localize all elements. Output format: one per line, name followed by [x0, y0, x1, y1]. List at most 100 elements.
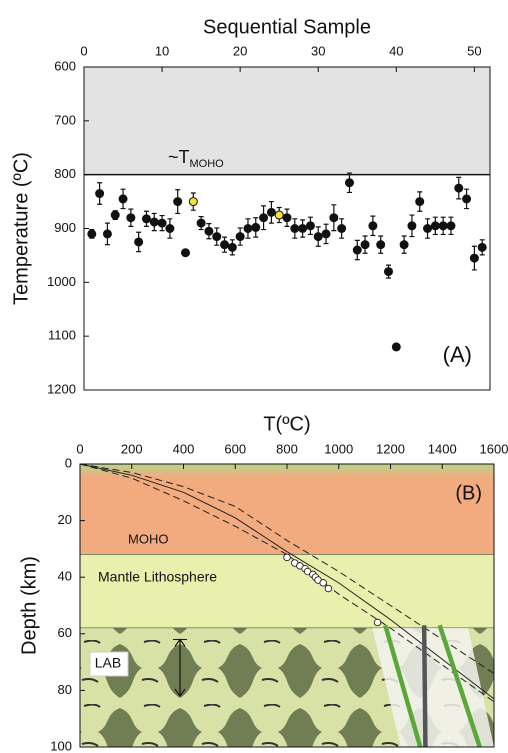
y-tick-label: 1000: [47, 274, 76, 289]
x-tick-label: 1600: [480, 441, 508, 456]
y-tick-label: 1100: [48, 328, 76, 343]
data-point: [321, 229, 331, 239]
x-tick-label: 50: [467, 43, 481, 58]
data-point: [134, 237, 144, 247]
x-tick-label: 0: [80, 43, 87, 58]
data-point: [415, 197, 425, 207]
x-tick-label: 1000: [324, 441, 353, 456]
x-tick-label: 1400: [428, 441, 457, 456]
data-point: [266, 207, 276, 217]
x-tick-label: 1200: [376, 441, 405, 456]
data-point: [438, 221, 448, 231]
data-point: [352, 245, 362, 255]
adiabat-zone: [372, 628, 494, 747]
data-point: [102, 229, 112, 239]
y-tick-label: 20: [58, 512, 72, 527]
data-point: [235, 232, 245, 242]
x-tick-label: 200: [121, 441, 143, 456]
data-point: [305, 221, 315, 231]
y-tick-label: 700: [54, 112, 76, 127]
data-point: [391, 342, 401, 352]
annotation-main: ~T: [168, 147, 190, 167]
data-point: [283, 553, 291, 562]
x-tick-label: 800: [276, 441, 298, 456]
data-point: [446, 221, 456, 231]
y-tick-label: 40: [58, 569, 72, 584]
adiabat: [437, 624, 482, 748]
y-tick-label: 900: [54, 220, 76, 235]
data-point: [212, 232, 222, 242]
data-point: [298, 224, 308, 233]
data-point: [196, 218, 206, 228]
x-axis-title: T(ºC): [263, 413, 310, 435]
panel-label: (B): [455, 482, 482, 504]
layer: [80, 464, 494, 555]
data-point: [243, 224, 253, 233]
y-tick-label: 1200: [47, 381, 76, 396]
data-point: [274, 210, 284, 220]
annotation: ~TMOHO: [168, 147, 224, 170]
data-point: [462, 194, 472, 204]
layer-label: MOHO: [128, 531, 168, 546]
x-tick-label: 20: [233, 43, 247, 58]
data-point: [141, 214, 151, 224]
data-point: [337, 224, 347, 233]
data-point: [376, 240, 386, 250]
data-point: [204, 226, 214, 236]
data-point: [110, 210, 120, 220]
label-box: [89, 651, 129, 677]
data-point: [319, 579, 327, 587]
panel-label: (A): [443, 342, 472, 367]
x-tick-label: 400: [173, 441, 195, 456]
x-tick-label: 30: [311, 43, 325, 58]
y-tick-label: 800: [54, 166, 76, 181]
data-point: [313, 232, 323, 242]
data-point: [87, 229, 97, 239]
data-point: [477, 242, 487, 252]
data-point: [430, 221, 440, 231]
data-point: [251, 222, 261, 232]
adiabat: [383, 624, 423, 748]
adiabat: [421, 625, 428, 748]
data-point: [324, 584, 333, 593]
y-axis-title: Depth (km): [18, 556, 40, 655]
data-point: [344, 178, 354, 188]
data-point: [407, 221, 417, 231]
layer: [80, 554, 494, 629]
data-point: [95, 189, 105, 199]
x-tick-label: 0: [76, 441, 83, 456]
data-point: [290, 224, 300, 233]
data-point: [165, 224, 175, 233]
data-point: [360, 240, 370, 250]
y-tick-label: 600: [54, 58, 76, 73]
data-point: [157, 218, 167, 228]
y-tick-label: 80: [58, 682, 72, 697]
data-point: [329, 213, 339, 223]
data-point: [118, 194, 128, 204]
data-point: [188, 197, 198, 207]
data-point: [173, 197, 183, 207]
x-axis-title: Sequential Sample: [203, 16, 371, 38]
data-point: [126, 213, 136, 223]
y-axis-title: Temperature (ºC): [10, 152, 32, 305]
layer-label: LAB: [95, 655, 121, 671]
data-point: [259, 213, 269, 223]
x-tick-label: 10: [155, 43, 169, 58]
data-point: [454, 183, 464, 193]
y-tick-label: 60: [58, 625, 72, 640]
y-tick-label: 0: [65, 455, 72, 470]
x-tick-label: 600: [224, 441, 246, 456]
data-point: [368, 221, 378, 231]
data-point: [469, 253, 479, 263]
data-point: [181, 248, 190, 258]
shaded-region: [84, 67, 490, 175]
data-point: [423, 224, 433, 233]
annotation-sub: MOHO: [190, 158, 225, 170]
data-point: [384, 267, 393, 277]
data-point: [399, 240, 409, 250]
data-point: [282, 213, 292, 223]
data-point: [220, 240, 230, 250]
layer-label: Mantle Lithosphere: [98, 569, 217, 585]
